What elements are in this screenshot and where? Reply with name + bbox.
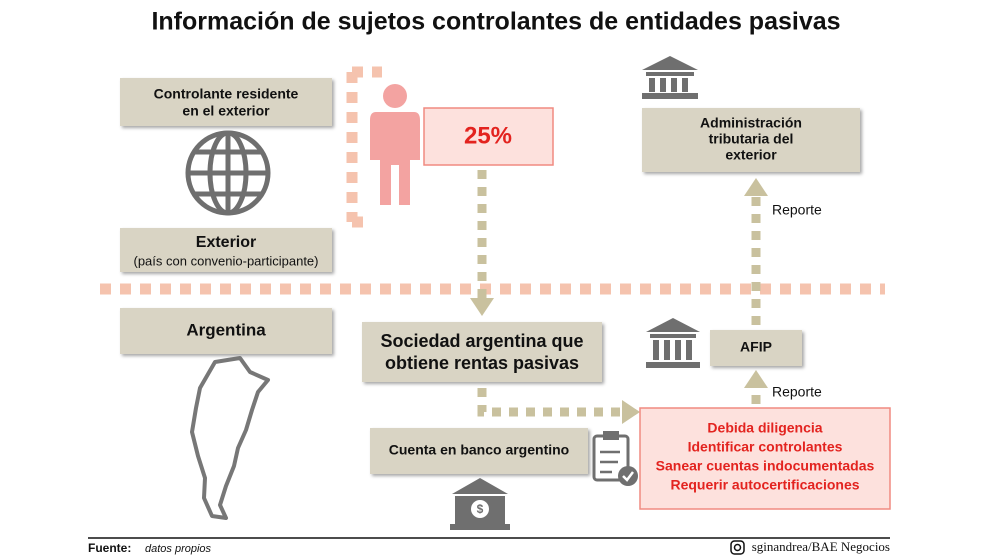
percent-box: [423, 107, 554, 166]
arrow: [477, 388, 622, 417]
instagram-icon: [730, 540, 745, 555]
arrowhead: [744, 178, 768, 196]
sociedad-line: obtiene rentas pasivas: [385, 353, 579, 373]
source-label: Fuente:: [88, 541, 131, 555]
sociedad-line: Sociedad argentina que: [380, 331, 583, 351]
administracion-line: Administración: [700, 115, 802, 131]
controlante-line: Controlante residente: [154, 86, 299, 102]
edge-label: Reporte: [772, 384, 822, 400]
svg-text:$: $: [477, 502, 484, 516]
credit: sginandrea/BAE Negocios: [752, 539, 890, 554]
arrowhead: [470, 298, 494, 316]
source: datos propios: [145, 543, 212, 555]
administracion-line: tributaria del: [709, 131, 794, 147]
cuenta-box: [370, 428, 588, 474]
argentina-box: [120, 308, 332, 354]
bank-icon: [642, 56, 698, 99]
controlante-line: en el exterior: [182, 103, 270, 119]
percent-label: 25%: [464, 122, 512, 149]
argentina-label: Argentina: [186, 320, 266, 339]
bank-icon: [646, 318, 700, 368]
obligaciones-box: [639, 407, 891, 510]
obligacion: Sanear cuentas indocumentadas: [656, 458, 875, 474]
clipboard-icon: [592, 431, 638, 486]
person-icon: [370, 84, 420, 205]
argentina-map: [190, 356, 270, 520]
bank-icon: $: [450, 478, 510, 530]
obligacion: Debida diligencia: [707, 420, 822, 436]
obligacion: Identificar controlantes: [688, 439, 843, 455]
bracket: [346, 66, 382, 228]
afip-box: [710, 330, 802, 366]
afip-label: AFIP: [740, 339, 772, 355]
obligacion: Requerir autocertificaciones: [670, 477, 859, 493]
title: Información de sujetos controlantes de e…: [151, 8, 840, 36]
sociedad-box: [362, 322, 602, 382]
exterior-note: (país con convenio-participante): [134, 253, 319, 268]
arrowhead: [622, 400, 640, 424]
cuenta-label: Cuenta en banco argentino: [389, 442, 569, 458]
exterior-box: [120, 228, 332, 272]
controlante-box: [120, 78, 332, 126]
administracion-box: [642, 108, 860, 172]
administracion-line: exterior: [725, 147, 777, 163]
exterior-label: Exterior: [196, 234, 256, 251]
edge-label: Reporte: [772, 202, 822, 218]
globe-icon: [185, 130, 271, 216]
arrowhead: [744, 370, 768, 388]
